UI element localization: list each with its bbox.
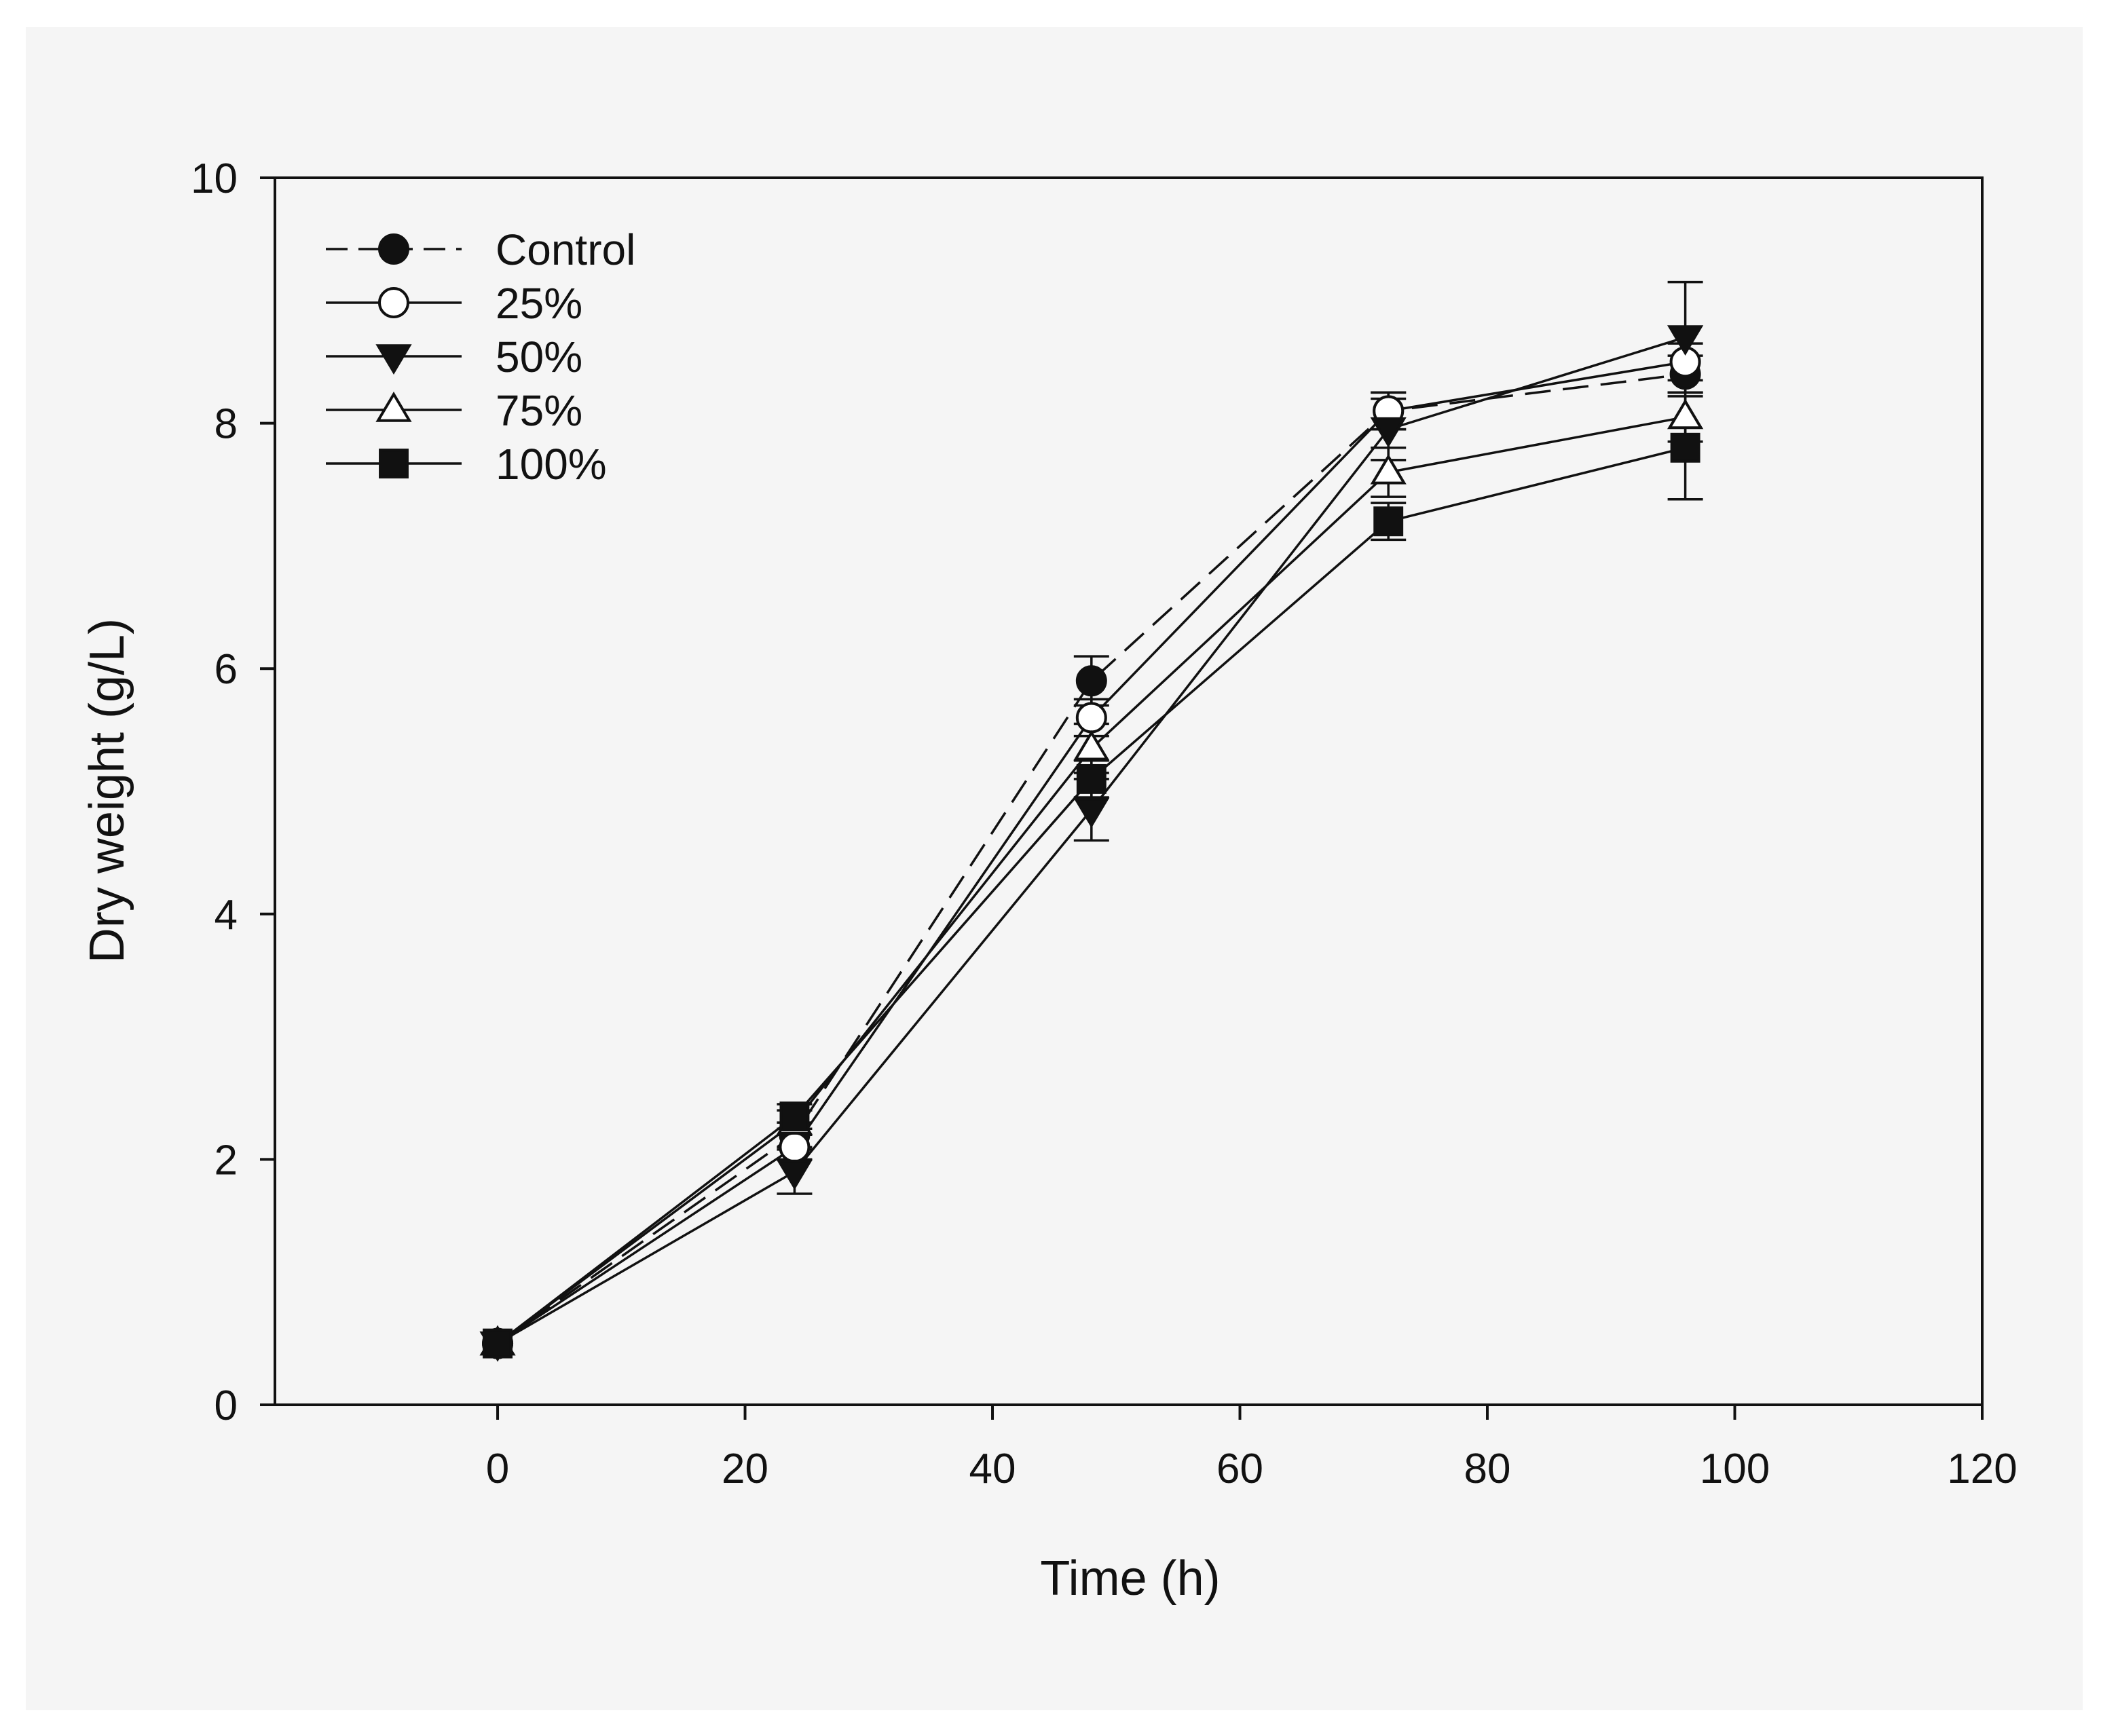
y-tick-label: 4 [215, 892, 238, 939]
legend-marker [375, 344, 412, 375]
series-control-errorbars [777, 354, 1703, 1149]
legend-entry: Control [326, 225, 635, 274]
x-axis-label: Time (h) [1040, 1551, 1220, 1606]
legend-marker [375, 391, 412, 422]
data-point [1370, 417, 1407, 448]
legend-marker [379, 449, 409, 478]
data-point [1667, 398, 1704, 430]
x-tick-label: 0 [486, 1446, 509, 1492]
series-line [496, 447, 1686, 1344]
series-100pct-line [496, 447, 1686, 1344]
y-tick-label: 2 [215, 1137, 238, 1184]
series-25pct-line [497, 360, 1686, 1345]
series-75pct-points [479, 398, 1704, 1356]
series-line [497, 360, 1686, 1345]
series-50pct-points [479, 325, 1704, 1362]
data-point [1373, 506, 1404, 537]
legend: Control 25% 50% 75% 100% [326, 225, 635, 489]
series-layer [479, 280, 1704, 1362]
x-tick-label: 120 [1947, 1446, 2017, 1492]
legend-label: 100% [496, 440, 607, 489]
y-tick-label: 6 [215, 646, 238, 693]
data-point [1370, 453, 1407, 485]
x-tick-label: 20 [722, 1446, 768, 1492]
series-control-points [482, 358, 1701, 1359]
x-tick-label: 100 [1700, 1446, 1770, 1492]
data-point [1667, 325, 1704, 356]
data-point [1670, 432, 1700, 463]
data-point [779, 1131, 811, 1163]
data-point [1073, 797, 1110, 829]
data-point [776, 1159, 813, 1190]
legend-marker [378, 233, 409, 265]
legend-label: 50% [496, 333, 582, 381]
series-25pct-points [482, 346, 1701, 1359]
y-axis-label: Dry weight (g/L) [80, 618, 134, 963]
legend-label: Control [496, 225, 635, 274]
data-point [779, 1101, 810, 1132]
plot-frame [274, 176, 1984, 1406]
series-100pct-points [483, 432, 1700, 1359]
legend-label: 25% [496, 279, 582, 328]
y-tick-label: 8 [215, 401, 238, 448]
legend-entry: 25% [326, 279, 582, 328]
x-tick-label: 80 [1464, 1446, 1511, 1492]
series-line [496, 415, 1686, 1345]
data-point [1073, 730, 1110, 761]
legend-marker [378, 287, 409, 318]
series-control-line [497, 373, 1686, 1345]
data-point [1075, 702, 1107, 734]
series-25pct-errorbars [777, 342, 1703, 1161]
data-point [483, 1328, 513, 1359]
legend-entry: 100% [326, 440, 607, 489]
series-line [497, 373, 1686, 1345]
legend-label: 75% [496, 386, 582, 435]
y-tick-label: 0 [215, 1382, 238, 1429]
legend-entry: 75% [326, 386, 582, 435]
data-point [1076, 763, 1107, 794]
series-50pct-errorbars [777, 280, 1703, 1195]
x-tick-label: 40 [969, 1446, 1016, 1492]
y-tick-label: 10 [191, 155, 238, 202]
legend-entry: 50% [326, 333, 582, 381]
series-75pct-line [496, 415, 1686, 1345]
series-100pct-errorbars [777, 395, 1703, 1130]
data-point [1075, 665, 1107, 697]
x-tick-label: 60 [1216, 1446, 1263, 1492]
axes: 0 20 40 60 80 100 120 0 2 4 6 8 10 [191, 155, 2018, 1492]
figure-panel [26, 27, 2083, 1710]
